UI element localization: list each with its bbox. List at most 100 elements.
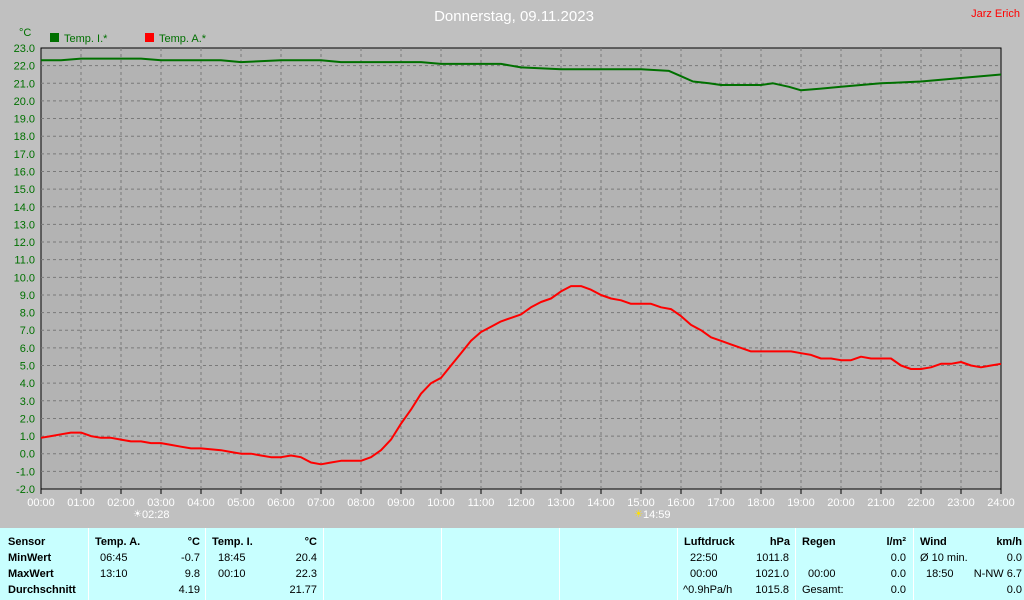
luftdruck-max-value: 1021.0 [755, 568, 789, 580]
x-tick-label: 19:00 [787, 497, 815, 509]
y-tick-label: 12.0 [14, 237, 35, 249]
luftdruck-avg: 1015.8 [755, 584, 789, 596]
x-tick-label: 09:00 [387, 497, 415, 509]
luftdruck-max-time: 00:00 [690, 568, 718, 580]
y-tick-label: 5.0 [20, 361, 35, 373]
y-unit-label: °C [19, 27, 31, 39]
temp-i-avg: 21.77 [289, 584, 317, 596]
divider [323, 528, 324, 600]
durchschnitt-label: Durchschnitt [8, 584, 76, 596]
y-tick-label: 7.0 [20, 325, 35, 337]
x-tick-label: 05:00 [227, 497, 255, 509]
y-tick-label: 13.0 [14, 219, 35, 231]
x-tick-label: 21:00 [867, 497, 895, 509]
chart-title: Donnerstag, 09.11.2023 [434, 8, 594, 25]
sun-icon: ☀ [634, 509, 643, 520]
regen-value-1: 0.0 [890, 552, 906, 564]
y-tick-label: 11.0 [14, 255, 35, 267]
temp-a-avg: 4.19 [178, 584, 200, 596]
y-tick-label: 15.0 [14, 184, 35, 196]
y-tick-label: 1.0 [20, 431, 35, 443]
x-tick-label: 22:00 [907, 497, 935, 509]
temp-a-min-time: 06:45 [100, 552, 128, 564]
x-tick-label: 00:00 [27, 497, 55, 509]
wind-max-time: 18:50 [926, 568, 954, 580]
y-tick-label: 20.0 [14, 96, 35, 108]
x-tick-label: 02:00 [107, 497, 135, 509]
luftdruck-header: Luftdruck [684, 536, 735, 548]
x-tick-label: 03:00 [147, 497, 175, 509]
x-tick-label: 01:00 [67, 497, 95, 509]
x-tick-label: 11:00 [468, 497, 495, 509]
x-tick-label: 10:00 [427, 497, 455, 509]
temp-i-max-value: 22.3 [295, 568, 317, 580]
regen-header: Regen [802, 536, 836, 548]
divider [441, 528, 442, 600]
x-tick-label: 12:00 [507, 497, 535, 509]
x-tick-label: 17:00 [707, 497, 735, 509]
temperature-chart: Donnerstag, 09.11.2023 Jarz Erich °C Tem… [14, 8, 1020, 521]
luftdruck-unit: hPa [769, 536, 790, 548]
y-tick-label: 16.0 [14, 166, 35, 178]
regen-time: 00:00 [808, 568, 836, 580]
x-tick-label: 20:00 [827, 497, 855, 509]
divider [677, 528, 678, 600]
luftdruck-min-value: 1011.8 [756, 552, 789, 564]
wind-row3: 0.0 [1006, 584, 1022, 596]
divider [913, 528, 914, 600]
sunset-marker: ☀ 14:59 [634, 509, 671, 521]
y-tick-label: 0.0 [20, 449, 35, 461]
y-tick-label: -2.0 [16, 484, 35, 496]
temp-a-min-value: -0.7 [181, 552, 200, 564]
series-line-indoor [41, 57, 1002, 92]
maxwert-label: MaxWert [8, 568, 54, 580]
legend-swatch-outdoor [145, 33, 154, 42]
wind-max-value: N-NW 6.7 [973, 568, 1022, 580]
temp-i-min-time: 18:45 [218, 552, 246, 564]
legend-label-indoor: Temp. I.* [64, 33, 108, 45]
divider [205, 528, 206, 600]
y-tick-label: 10.0 [14, 272, 35, 284]
y-tick-label: 4.0 [20, 378, 35, 390]
regen-unit: l/m² [886, 536, 906, 548]
divider [559, 528, 560, 600]
y-tick-label: 18.0 [14, 131, 35, 143]
y-tick-label: 14.0 [14, 202, 35, 214]
y-tick-label: 9.0 [20, 290, 35, 302]
temp-i-max-time: 00:10 [218, 568, 246, 580]
temp-i-header: Temp. I. [212, 536, 253, 548]
temp-i-min-value: 20.4 [295, 552, 317, 564]
x-tick-label: 08:00 [347, 497, 375, 509]
y-tick-label: 8.0 [20, 308, 35, 320]
wind-avg-value: 0.0 [1006, 552, 1022, 564]
y-tick-label: 17.0 [14, 149, 35, 161]
x-tick-label: 23:00 [947, 497, 975, 509]
author-label: Jarz Erich [971, 8, 1020, 20]
series-line-outdoor [40, 285, 1002, 466]
y-tick-label: 2.0 [20, 413, 35, 425]
sun-icon: ☀ [133, 509, 142, 520]
y-tick-label: 19.0 [14, 114, 35, 126]
sunset-time: 14:59 [643, 509, 671, 521]
wind-avg-label: Ø 10 min. [920, 552, 968, 564]
x-tick-label: 04:00 [187, 497, 215, 509]
y-tick-label: 23.0 [14, 43, 35, 55]
y-tick-label: -1.0 [16, 466, 35, 478]
legend-swatch-indoor [50, 33, 59, 42]
regen-value-2: 0.0 [890, 568, 906, 580]
x-tick-label: 06:00 [267, 497, 295, 509]
luftdruck-trend: ^0.9hPa/h [683, 584, 733, 596]
x-tick-label: 24:00 [987, 497, 1015, 509]
wind-unit: km/h [996, 536, 1022, 548]
regen-total: 0.0 [890, 584, 906, 596]
sensor-header: Sensor [8, 536, 46, 548]
temp-a-max-time: 13:10 [100, 568, 128, 580]
temp-a-unit: °C [187, 536, 200, 548]
legend-label-outdoor: Temp. A.* [159, 33, 207, 45]
x-tick-label: 13:00 [547, 497, 575, 509]
x-tick-label: 15:00 [627, 497, 655, 509]
stats-panel [0, 528, 1024, 600]
y-tick-label: 21.0 [14, 78, 35, 90]
divider [88, 528, 89, 600]
divider [795, 528, 796, 600]
